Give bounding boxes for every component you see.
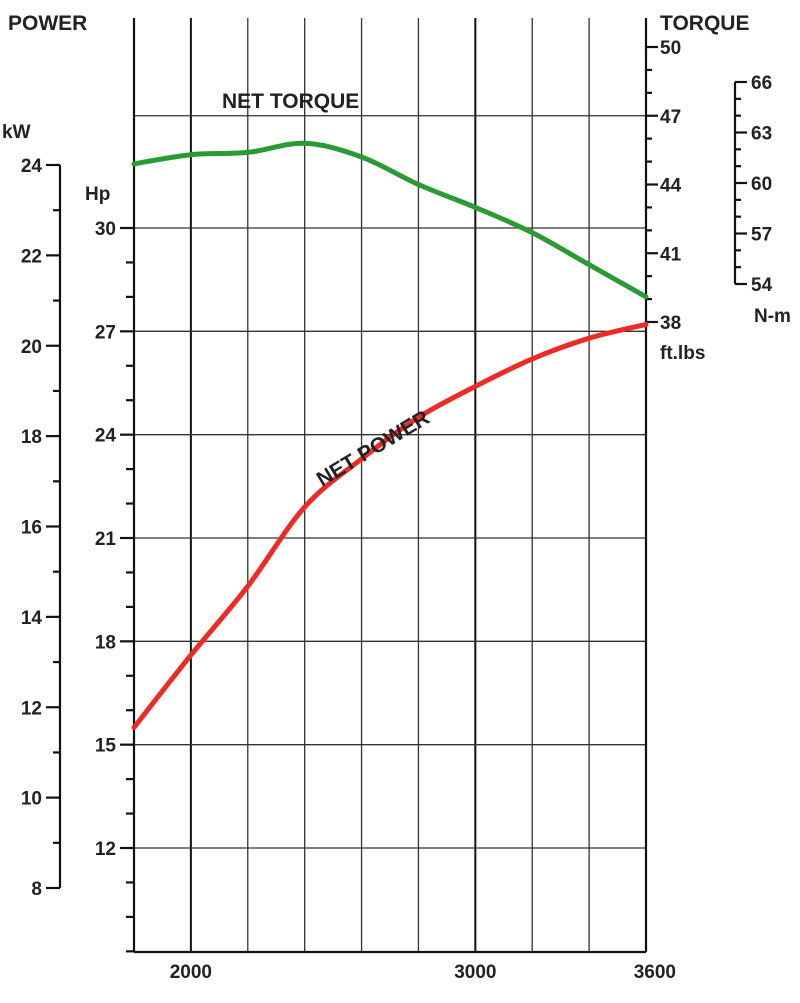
net-power-line: [131, 321, 649, 730]
nm-tick-label: 66: [751, 73, 772, 94]
x-tick-label: 3600: [634, 962, 676, 983]
nm-tick-label: 60: [751, 174, 772, 195]
hp-tick-label: 21: [95, 529, 117, 550]
kw-tick-label: 12: [21, 698, 42, 719]
ftlbs-tick-label: 47: [660, 107, 681, 128]
x-tick-label: 3000: [454, 962, 496, 983]
ftlbs-tick-label: 50: [660, 38, 681, 59]
kw-unit-label: kW: [2, 122, 31, 143]
hp-tick-label: 15: [95, 736, 117, 757]
net-torque-line: [131, 140, 649, 300]
hp-tick-label: 27: [95, 322, 116, 343]
kw-tick-label: 10: [21, 789, 42, 810]
plot-grid: [132, 18, 648, 954]
net-torque-label: NET TORQUE: [222, 90, 359, 113]
series-layer: [131, 140, 649, 730]
kw-tick-label: 24: [21, 156, 43, 177]
kw-tick-label: 16: [21, 518, 42, 539]
kw-tick-label: 8: [31, 879, 42, 900]
hp-tick-label: 18: [95, 632, 116, 653]
kw-tick-label: 18: [21, 427, 42, 448]
net-power-label: NET POWER: [313, 406, 434, 491]
kw-axis: 8 10 12 14 16 18 20 22 24: [21, 156, 62, 900]
nm-axis: 54 57 60 63 66: [733, 73, 773, 296]
ftlbs-tick-label: 44: [660, 176, 682, 197]
x-axis: 2000 3000 3600: [170, 962, 676, 983]
kw-tick-label: 22: [21, 246, 42, 267]
hp-axis: 12 15 18 21 24 27 30: [95, 219, 134, 953]
hp-tick-label: 24: [95, 426, 117, 447]
ftlbs-axis: 38 41 44 47 50: [646, 38, 682, 334]
ftlbs-tick-label: 38: [660, 313, 681, 334]
torque-axis-title: TORQUE: [660, 12, 749, 35]
nm-tick-label: 54: [751, 275, 773, 296]
x-tick-label: 2000: [170, 962, 212, 983]
hp-unit-label: Hp: [85, 184, 110, 205]
hp-tick-label: 30: [95, 219, 116, 240]
power-axis-title: POWER: [8, 12, 87, 35]
kw-tick-label: 14: [21, 608, 43, 629]
ftlbs-tick-label: 41: [660, 244, 682, 265]
nm-tick-label: 63: [751, 124, 772, 145]
nm-unit-label: N-m: [754, 306, 791, 327]
kw-tick-label: 20: [21, 337, 42, 358]
nm-tick-label: 57: [751, 225, 772, 246]
hp-tick-label: 12: [95, 839, 116, 860]
ftlbs-unit-label: ft.lbs: [660, 343, 705, 364]
